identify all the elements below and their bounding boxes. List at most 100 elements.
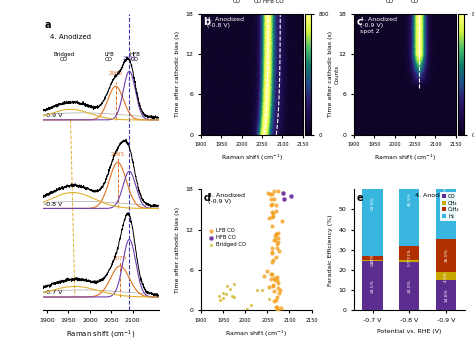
LFB CO (274, 188, 282, 194)
Bar (399, 246, 419, 261)
Bar (399, 261, 419, 262)
LFB CO (269, 213, 277, 219)
Text: b: b (203, 17, 210, 27)
LFB CO (269, 257, 277, 263)
Y-axis label: Counts: Counts (335, 65, 340, 84)
LFB CO (269, 201, 276, 207)
Y-axis label: Time after cathodic bias (s): Time after cathodic bias (s) (175, 31, 180, 117)
Text: 4. Anodized: 4. Anodized (50, 34, 91, 40)
LFB CO (270, 196, 277, 202)
HFB CO (279, 190, 287, 195)
LFB CO (276, 290, 283, 296)
LFB CO (265, 285, 273, 290)
Text: 0.2%: 0.2% (371, 255, 374, 266)
Y-axis label: Time after cathodic bias (s): Time after cathodic bias (s) (175, 207, 180, 293)
Bridged CO (243, 307, 250, 312)
LFB CO (264, 268, 271, 273)
Text: d: d (203, 193, 210, 203)
LFB CO (278, 305, 285, 310)
Bridged CO (219, 291, 227, 296)
LFB CO (268, 259, 275, 265)
LFB CO (273, 254, 280, 260)
Text: 2065: 2065 (111, 152, 125, 157)
Text: HFB
CO: HFB CO (129, 51, 140, 62)
Text: 2092: 2092 (122, 56, 137, 61)
LFB CO (274, 307, 282, 313)
Bridged CO (222, 291, 229, 297)
Bridged CO (265, 296, 273, 302)
LFB CO (268, 196, 275, 201)
LFB CO (273, 241, 281, 247)
LFB CO (274, 230, 282, 236)
LFB CO (268, 251, 276, 256)
Text: 4. Anodized
(-0.9 V)
spot 2: 4. Anodized (-0.9 V) spot 2 (360, 17, 397, 34)
LFB CO (273, 231, 280, 237)
Y-axis label: Faradaic Efficiency (%): Faradaic Efficiency (%) (328, 214, 333, 285)
X-axis label: Potential vs. RHE (V): Potential vs. RHE (V) (377, 328, 441, 333)
LFB CO (273, 277, 281, 282)
Text: 2070: 2070 (113, 256, 127, 261)
LFB CO (269, 191, 276, 196)
LFB CO (272, 209, 280, 214)
LFB CO (269, 214, 276, 220)
Text: -0.7 V: -0.7 V (44, 290, 62, 295)
Bar (436, 147, 456, 239)
Bar (399, 151, 419, 246)
Bridged CO (230, 282, 238, 287)
Bar (363, 149, 383, 256)
Text: a: a (45, 19, 52, 30)
LFB CO (266, 191, 273, 197)
LFB CO (271, 234, 279, 239)
LFB CO (268, 249, 276, 254)
Text: 16.0%: 16.0% (444, 249, 448, 262)
Text: 4. Anodized
(-0.8 V): 4. Anodized (-0.8 V) (207, 17, 244, 28)
Bar (399, 262, 419, 310)
LFB CO (273, 307, 281, 313)
LFB CO (264, 191, 272, 196)
Bar (436, 280, 456, 310)
Bar (436, 271, 456, 280)
Text: Bridged
CO: Bridged CO (379, 0, 401, 4)
HFB CO (288, 193, 295, 199)
Text: 46.9%: 46.9% (407, 192, 411, 206)
Text: Bridged
CO: Bridged CO (226, 0, 247, 4)
LFB CO (269, 283, 277, 288)
Text: -0.8 V: -0.8 V (44, 202, 62, 207)
LFB CO (272, 232, 280, 237)
Bridged CO (258, 287, 266, 293)
Bridged CO (215, 293, 223, 298)
Text: c: c (356, 17, 362, 27)
LFB CO (274, 285, 282, 290)
Bridged CO (227, 286, 234, 292)
Text: LFB
CO: LFB CO (253, 0, 263, 4)
Bridged CO (223, 284, 231, 289)
LFB CO (260, 273, 268, 279)
Text: Bridged
CO: Bridged CO (54, 51, 75, 62)
LFB CO (268, 276, 275, 282)
LFB CO (277, 287, 284, 293)
LFB CO (268, 223, 276, 228)
LFB CO (273, 245, 281, 251)
LFB CO (272, 304, 280, 310)
LFB CO (268, 272, 276, 277)
Text: HFB CO: HFB CO (263, 0, 283, 4)
Bridged CO (254, 287, 261, 293)
LFB CO (274, 235, 282, 240)
LFB CO (278, 218, 286, 224)
X-axis label: Raman shift (cm$^{-1}$): Raman shift (cm$^{-1}$) (66, 328, 135, 341)
Text: 24.5%: 24.5% (371, 279, 374, 293)
Bridged CO (247, 302, 255, 307)
Bridged CO (228, 293, 236, 299)
Bridged CO (219, 295, 227, 301)
X-axis label: Raman shift (cm$^{-1}$): Raman shift (cm$^{-1}$) (225, 328, 287, 339)
LFB CO (269, 210, 277, 216)
Text: 24.0%: 24.0% (407, 279, 411, 293)
LFB CO (267, 202, 275, 208)
LFB CO (275, 249, 283, 254)
LFB CO (268, 245, 275, 250)
LFB CO (273, 275, 281, 280)
LFB CO (270, 189, 277, 194)
LFB CO (265, 215, 273, 220)
LFB CO (272, 202, 280, 208)
Text: LFB
CO: LFB CO (104, 51, 114, 62)
